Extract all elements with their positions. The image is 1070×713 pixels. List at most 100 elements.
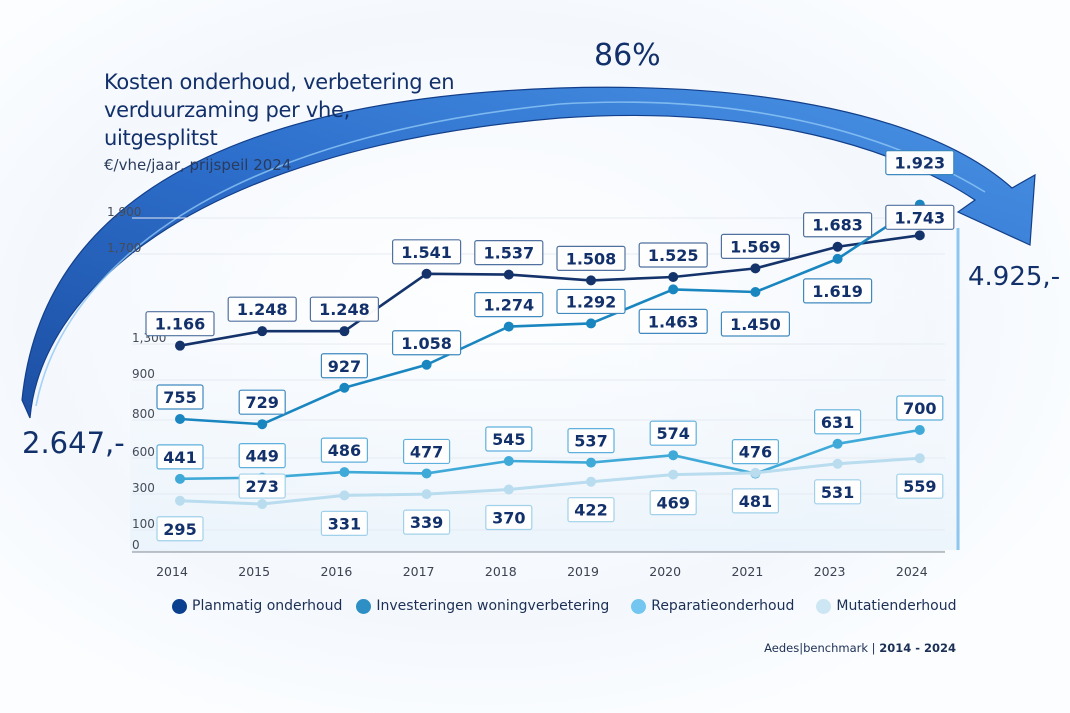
data-label: 339 [403,509,451,535]
legend-dot-icon [816,598,832,614]
data-label-text: 537 [574,432,607,451]
x-tick-label: 2017 [403,564,435,579]
data-label-text: 1.541 [401,243,452,262]
data-label-text: 1.292 [566,292,617,311]
x-tick-label: 2014 [156,564,188,579]
data-label-box [556,288,626,315]
data-point [339,467,350,478]
data-label-text: 1.248 [237,300,288,319]
data-label-box [556,245,626,271]
data-label-text: 331 [328,514,361,533]
data-label-box [638,242,708,268]
y-tick-label: 0 [132,538,140,552]
data-label: 370 [485,504,533,531]
data-label: 481 [731,488,780,514]
data-label: 631 [813,409,862,435]
data-point [421,268,432,279]
data-label: 1.292 [556,288,626,315]
data-label-box [649,420,697,446]
data-point [668,272,679,282]
data-point [914,425,925,435]
data-point [339,326,350,337]
x-tick-label: 2024 [896,564,928,579]
data-label: 1.619 [802,278,873,304]
series-line [179,456,920,506]
data-label: 441 [156,444,204,470]
data-label-text: 755 [163,388,196,407]
data-label-text: 1.569 [730,237,781,256]
data-label-box [485,426,533,452]
source-note: Aedes|benchmark | 2014 - 2024 [764,641,956,655]
data-label-box [567,497,615,523]
legend-item[interactable]: Investeringen woningverbetering [356,598,609,614]
data-label: 422 [567,497,615,523]
data-label-text: 531 [821,483,854,502]
legend: Planmatig onderhoud Investeringen woning… [172,598,956,614]
data-label-text: 339 [410,513,443,532]
series-planmatig-onderhoud [175,230,925,351]
series-line [179,203,921,426]
data-label-box [320,437,368,463]
data-label-text: 700 [903,399,936,418]
data-label-box [731,488,780,514]
data-label: 449 [238,443,286,469]
end-total: 4.925,- [968,262,1061,292]
data-label-box [392,330,462,356]
data-point [175,414,185,424]
data-label-text: 574 [656,424,689,443]
data-point [832,241,843,252]
data-label-box [238,443,286,469]
data-point [175,473,185,484]
data-point [503,269,514,280]
data-label-box [567,428,615,454]
data-label-box [156,444,204,470]
data-label-text: 481 [739,492,772,511]
data-label-text: 476 [739,443,772,462]
data-label-box [403,509,451,535]
data-label-text: 1.450 [730,315,781,334]
data-label-box [896,473,944,499]
data-label-box [813,479,862,505]
data-label: 1.743 [885,204,955,230]
data-label-text: 559 [903,477,936,496]
data-point [832,458,843,469]
data-label-text: 1.508 [566,249,617,268]
data-label-text: 1.683 [812,216,863,235]
data-point [175,495,185,506]
data-point [339,490,350,501]
legend-item[interactable]: Reparatieonderhoud [631,598,794,614]
data-label: 1.525 [638,242,708,268]
legend-item[interactable]: Mutatienderhoud [816,598,956,614]
data-label-box [474,291,544,318]
data-label-text: 927 [328,357,361,376]
data-label-box [474,240,544,266]
data-point [832,438,843,449]
data-point [421,468,432,479]
series-line [179,428,921,481]
x-tick-label: 2015 [238,564,270,579]
data-label-box [238,389,286,415]
y-tick-label: 600 [132,445,155,459]
data-label: 331 [320,510,368,536]
legend-item[interactable]: Planmatig onderhoud [172,598,342,614]
data-label-box [320,510,368,536]
data-label-text: 631 [821,413,854,432]
data-point [586,457,596,468]
data-label-text: 1.166 [155,315,206,334]
data-label-box [720,311,791,337]
legend-label: Investeringen woningverbetering [376,598,610,614]
data-label-box [485,504,533,531]
data-point [175,340,185,351]
data-point [914,453,925,464]
data-label: 1.248 [227,296,297,322]
data-label: 1.248 [309,296,379,322]
data-label: 1.058 [392,330,462,356]
data-label-box [309,296,379,322]
data-label: 1.683 [802,212,873,238]
data-label-box [156,516,204,542]
growth-percentage: 86% [594,38,661,73]
data-label: 559 [896,473,944,499]
data-label: 574 [649,420,697,446]
